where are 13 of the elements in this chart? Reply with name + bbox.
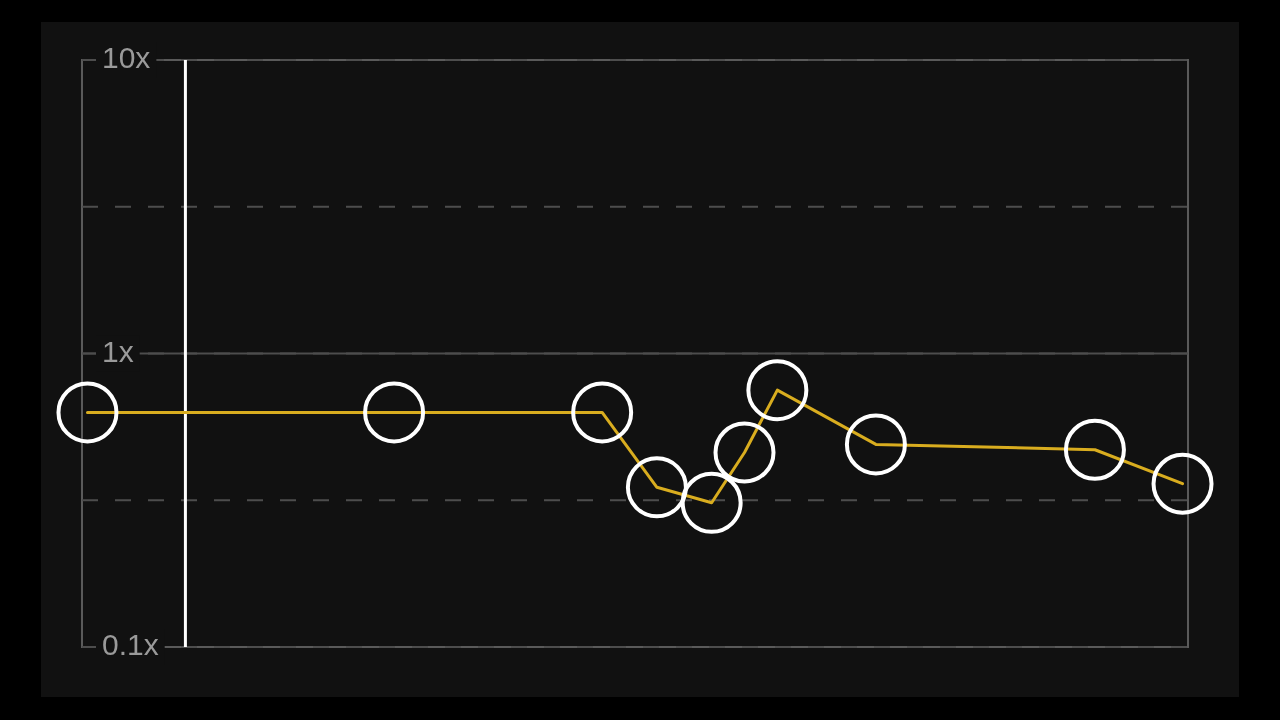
point [363, 381, 426, 444]
point [56, 381, 119, 444]
point [1063, 418, 1126, 481]
y-tick-label: 0.1x [102, 628, 159, 662]
point [571, 381, 634, 444]
point [844, 413, 907, 476]
y-tick-label: 10x [102, 41, 151, 75]
point [680, 471, 743, 534]
point [1151, 452, 1214, 515]
point [746, 359, 809, 422]
point [713, 421, 776, 484]
point [625, 456, 688, 519]
y-tick-label: 1x [102, 334, 134, 368]
